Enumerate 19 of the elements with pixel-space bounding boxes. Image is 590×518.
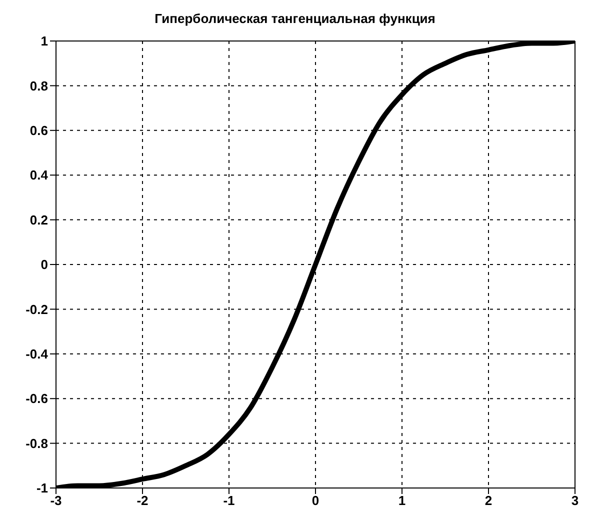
x-tick-label: -3 — [50, 493, 62, 508]
chart-title: Гиперболическая тангенциальная функция — [154, 10, 436, 28]
x-tick-label: -2 — [136, 493, 148, 508]
y-tick-label: -0.6 — [26, 391, 48, 406]
y-tick-label: 1 — [40, 34, 48, 49]
x-tick-label: 1 — [398, 493, 406, 508]
y-tick-label: -0.8 — [26, 436, 48, 451]
y-tick-label: -0.2 — [26, 302, 48, 317]
y-tick-label: -0.4 — [26, 346, 49, 362]
y-tick-label: 0.8 — [30, 78, 48, 94]
y-tick-label: 0.6 — [30, 123, 48, 138]
x-tick-label: 0 — [312, 493, 320, 508]
x-tick-label: -1 — [223, 493, 235, 508]
y-tick-label: 0.4 — [30, 168, 49, 183]
x-tick-label: 2 — [484, 493, 492, 508]
y-tick-label: 0.2 — [30, 212, 48, 228]
x-tick-label: 3 — [571, 493, 579, 508]
y-tick-label: 0 — [40, 257, 48, 272]
y-tick-label: -1 — [36, 480, 48, 496]
